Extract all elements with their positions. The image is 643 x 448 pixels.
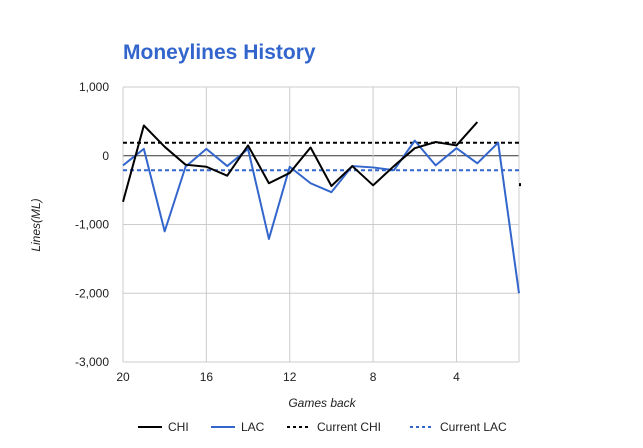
y-tick-label: -3,000: [75, 355, 109, 369]
series-line: [122, 139, 520, 294]
series-layer: [122, 121, 520, 294]
y-tick-label: 1,000: [79, 80, 109, 94]
x-tick-label: 8: [370, 370, 377, 384]
y-tick-label: -1,000: [75, 218, 109, 232]
y-tick-label: 0: [102, 149, 109, 163]
legend: CHI LAC Current CHI Current LAC: [138, 420, 507, 434]
y-axis-ticks: 1,000 0 -1,000 -2,000 -3,000: [75, 80, 109, 369]
current-line-layer: [123, 141, 519, 172]
legend-label: Current CHI: [317, 420, 381, 434]
x-axis-label: Games back: [288, 396, 356, 410]
legend-label: LAC: [241, 420, 265, 434]
y-axis-label: Lines(ML): [29, 198, 43, 251]
x-axis-ticks: 20 16 12 8 4: [116, 370, 460, 384]
legend-label: Current LAC: [440, 420, 507, 434]
y-tick-label: -2,000: [75, 286, 109, 300]
chart-title: Moneylines History: [123, 41, 316, 64]
x-tick-label: 4: [453, 370, 460, 384]
x-tick-label: 12: [283, 370, 297, 384]
grid-lines: [122, 86, 520, 363]
x-tick-label: 20: [116, 370, 130, 384]
legend-label: CHI: [168, 420, 189, 434]
x-tick-label: 16: [200, 370, 214, 384]
series-line: [122, 121, 479, 203]
